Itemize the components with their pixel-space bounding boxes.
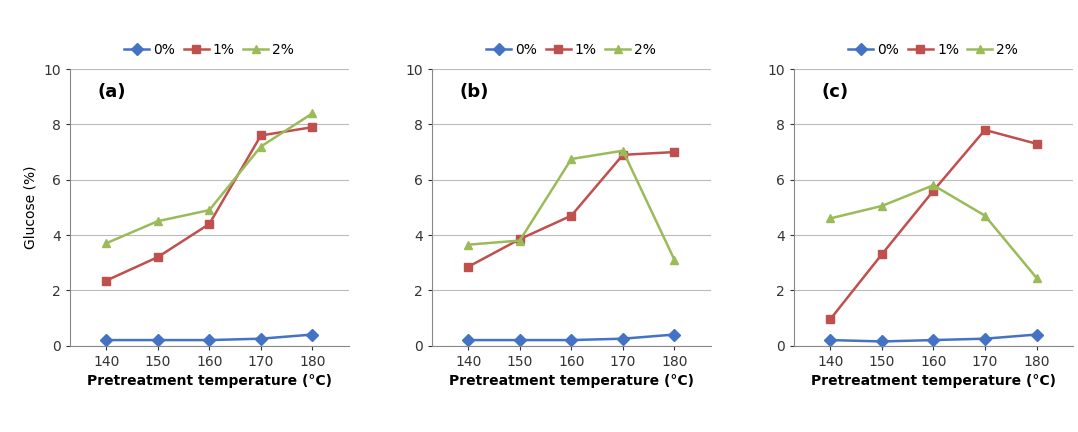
X-axis label: Pretreatment temperature (°C): Pretreatment temperature (°C): [811, 374, 1055, 388]
Text: (a): (a): [98, 83, 126, 101]
Legend: 0%, 1%, 2%: 0%, 1%, 2%: [848, 43, 1019, 57]
Text: (c): (c): [821, 83, 849, 101]
Legend: 0%, 1%, 2%: 0%, 1%, 2%: [486, 43, 657, 57]
Legend: 0%, 1%, 2%: 0%, 1%, 2%: [124, 43, 294, 57]
X-axis label: Pretreatment temperature (°C): Pretreatment temperature (°C): [448, 374, 694, 388]
Y-axis label: Glucose (%): Glucose (%): [24, 165, 38, 249]
Text: (b): (b): [460, 83, 489, 101]
X-axis label: Pretreatment temperature (°C): Pretreatment temperature (°C): [87, 374, 332, 388]
